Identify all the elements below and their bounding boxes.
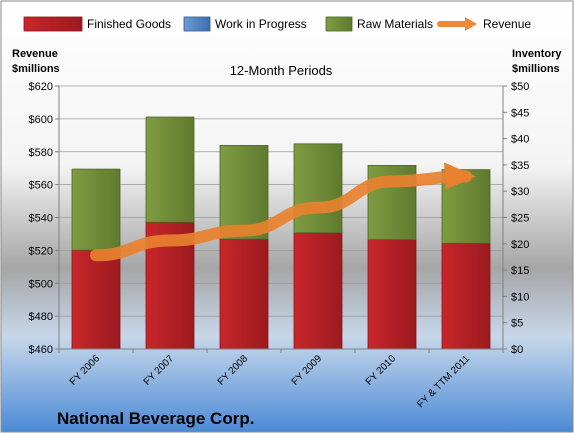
right-tick-label: $45: [511, 107, 529, 119]
revenue-arrowhead: [444, 162, 476, 190]
legend-label-raw-materials: Raw Materials: [357, 17, 433, 31]
revenue-line-layer: [90, 162, 476, 262]
legend-label-revenue: Revenue: [483, 17, 531, 31]
right-tick-label: $30: [511, 186, 529, 198]
left-tick-label: $460: [29, 344, 53, 356]
left-tick-label: $500: [29, 278, 53, 290]
right-tick-label: $0: [511, 344, 523, 356]
right-axis-title-line2: $millions: [512, 63, 560, 75]
bar-raw-materials: [145, 116, 195, 223]
bar-raw-materials: [71, 168, 121, 251]
bar-finished-goods: [367, 239, 417, 350]
bar-finished-goods: [219, 238, 269, 350]
left-axis-title-line1: Revenue: [12, 48, 58, 60]
legend-arrow-icon: [465, 17, 477, 31]
left-axis-title-line2: $millions: [12, 63, 60, 75]
right-tick-label: $20: [511, 239, 529, 251]
left-tick-label: $520: [29, 245, 53, 257]
legend-swatch-work-in-progress: [183, 16, 211, 32]
revenue-line: [90, 170, 472, 262]
left-tick-label: $620: [29, 81, 53, 93]
right-axis-title-line1: Inventory: [512, 48, 562, 60]
right-tick-label: $25: [511, 213, 529, 225]
right-tick-label: $15: [511, 265, 529, 277]
chart-title: 12-Month Periods: [230, 63, 333, 78]
legend-swatch-finished-goods: [23, 16, 83, 32]
left-tick-label: $600: [29, 114, 53, 126]
legend-label-work-in-progress: Work in Progress: [215, 17, 307, 31]
right-tick-label: $50: [511, 81, 529, 93]
left-tick-label: $480: [29, 311, 53, 323]
left-tick-label: $560: [29, 180, 53, 192]
legend: Finished Goods Work in Progress Raw Mate…: [23, 16, 531, 32]
right-tick-label: $35: [511, 160, 529, 172]
right-tick-label: $40: [511, 134, 529, 146]
bar-finished-goods: [293, 232, 343, 350]
right-tick-label: $5: [511, 318, 523, 330]
legend-label-finished-goods: Finished Goods: [87, 17, 171, 31]
left-tick-label: $540: [29, 213, 53, 225]
bar-raw-materials: [293, 143, 343, 234]
right-tick-label: $10: [511, 291, 529, 303]
bar-finished-goods: [71, 249, 121, 350]
bar-finished-goods: [441, 242, 491, 350]
left-tick-label: $580: [29, 147, 53, 159]
legend-swatch-raw-materials: [325, 16, 353, 32]
company-name: National Beverage Corp.: [57, 409, 254, 428]
